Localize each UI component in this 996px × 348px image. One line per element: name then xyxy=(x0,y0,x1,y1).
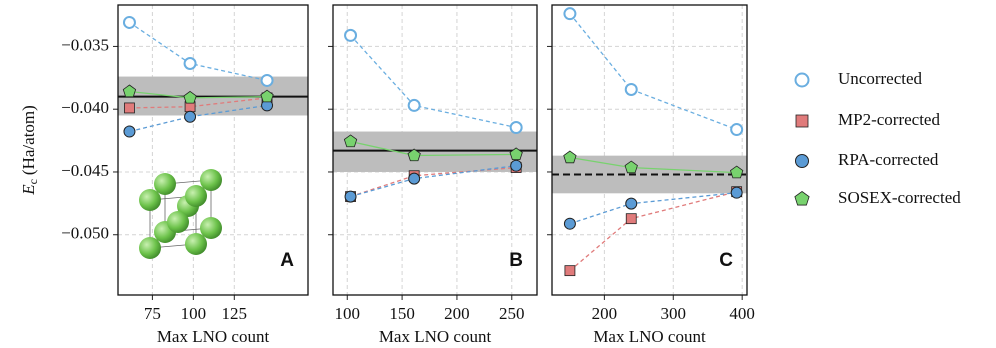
y-tick-label: −0.045 xyxy=(61,161,109,180)
crystal-structure-icon xyxy=(139,169,222,259)
legend-marker xyxy=(794,72,810,88)
x-tick-label: 100 xyxy=(335,304,361,323)
plot-frame xyxy=(332,4,538,296)
legend-label: Uncorrected xyxy=(838,69,923,88)
y-axis-label: Ec (Ha/atom) xyxy=(19,105,40,196)
plot-layers: −0.035 −0.040 −0.045 −0.050 75 100 125 A Max LNO… xyxy=(61,4,755,346)
marker xyxy=(407,98,421,112)
panel-label: B xyxy=(509,250,523,271)
reference-band xyxy=(333,131,537,172)
marker xyxy=(730,186,743,199)
y-label-subscript: c xyxy=(26,179,40,184)
marker xyxy=(510,159,523,172)
marker xyxy=(625,213,637,225)
reference-band xyxy=(552,155,747,194)
x-tick-label: 200 xyxy=(444,304,470,323)
marker xyxy=(408,172,421,185)
series-line xyxy=(129,21,268,82)
x-axis-label: Max LNO count xyxy=(157,327,270,346)
x-tick-label: 250 xyxy=(499,304,525,323)
panel-label: A xyxy=(280,250,294,271)
legend-label: RPA-corrected xyxy=(838,150,939,169)
legend-marker xyxy=(795,114,809,128)
legend: Uncorrected MP2-corrected RPA-corrected SOS… xyxy=(794,69,961,207)
legend-marker xyxy=(794,191,810,206)
marker xyxy=(184,110,197,123)
panel-label: C xyxy=(719,250,733,271)
plot-frame xyxy=(551,4,748,296)
marker xyxy=(122,84,137,98)
y-label-unit: (Ha/atom) xyxy=(19,105,38,175)
panel: 100 150 200 250 B Max LNO count xyxy=(328,4,538,346)
marker xyxy=(407,148,421,162)
marker xyxy=(343,134,358,148)
marker xyxy=(123,125,136,138)
y-tick-label: −0.035 xyxy=(61,35,109,54)
legend-label: SOSEX-corrected xyxy=(838,188,961,207)
x-tick-label: 75 xyxy=(144,304,161,323)
marker xyxy=(344,190,357,203)
y-label-symbol: E xyxy=(19,184,38,196)
marker xyxy=(563,7,577,21)
marker xyxy=(260,73,274,87)
marker xyxy=(624,82,638,96)
marker xyxy=(563,217,576,230)
series-line xyxy=(569,192,737,225)
series-line xyxy=(350,34,517,129)
x-tick-label: 125 xyxy=(222,304,248,323)
x-tick-label: 100 xyxy=(181,304,207,323)
marker xyxy=(563,150,577,164)
legend-label: MP2-corrected xyxy=(838,110,940,129)
y-tick-label: −0.040 xyxy=(61,98,109,117)
series-line xyxy=(129,97,268,109)
series-line xyxy=(569,13,737,131)
x-tick-label: 400 xyxy=(729,304,755,323)
plot-frame xyxy=(117,4,309,296)
marker xyxy=(625,197,638,210)
y-tick-label: −0.050 xyxy=(61,224,109,243)
series-line xyxy=(129,104,268,133)
x-tick-label: 150 xyxy=(389,304,415,323)
marker xyxy=(730,165,744,179)
marker xyxy=(624,160,638,174)
marker xyxy=(124,102,135,114)
marker xyxy=(509,121,523,135)
marker xyxy=(260,89,274,103)
marker xyxy=(183,90,197,104)
x-axis-label: Max LNO count xyxy=(593,327,706,346)
marker xyxy=(344,28,358,42)
panel: −0.035 −0.040 −0.045 −0.050 75 100 125 A Max LNO… xyxy=(61,4,309,346)
x-tick-label: 200 xyxy=(592,304,618,323)
legend-marker xyxy=(795,154,809,168)
panel: 200 300 400 C Max LNO count xyxy=(547,4,755,346)
marker xyxy=(122,15,136,29)
series-line xyxy=(569,191,737,272)
marker xyxy=(730,123,744,137)
marker xyxy=(183,57,197,71)
marker xyxy=(564,265,576,277)
x-axis-label: Max LNO count xyxy=(379,327,492,346)
marker xyxy=(509,147,523,161)
x-tick-label: 300 xyxy=(661,304,687,323)
